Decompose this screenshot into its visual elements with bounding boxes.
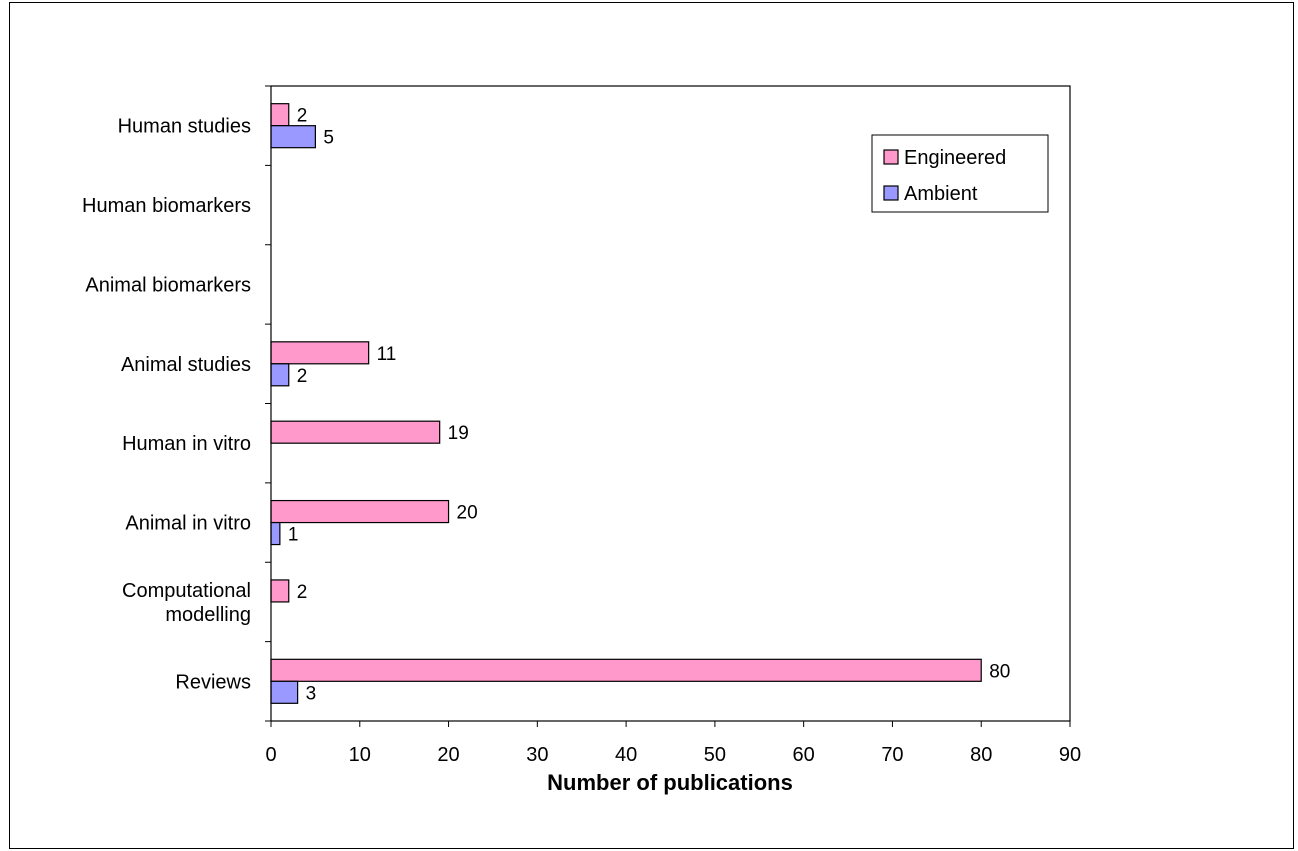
x-tick-label: 30 <box>526 744 548 766</box>
data-label-engineered: 2 <box>297 582 308 603</box>
category-label-line: modelling <box>165 604 251 626</box>
x-tick-label: 50 <box>704 744 726 766</box>
category-label-line: Human in vitro <box>122 433 251 455</box>
bar-ambient <box>270 680 299 704</box>
category-label-line: Animal studies <box>121 354 251 376</box>
category-label: Animal biomarkers <box>85 274 251 296</box>
category-ticks <box>265 85 271 722</box>
bar-ambient <box>270 521 281 546</box>
x-tick-labels: 0 10 20 30 40 50 60 70 80 90 <box>265 744 1081 766</box>
bar-engineered <box>270 341 370 365</box>
data-label-ambient: 1 <box>288 525 299 546</box>
bar-engineered <box>270 499 450 524</box>
bar-engineered <box>270 658 982 682</box>
category-label-line: Human studies <box>118 116 251 138</box>
data-label-engineered: 20 <box>457 503 478 524</box>
x-tick-label: 10 <box>349 744 371 766</box>
x-axis-ticks <box>270 721 1071 727</box>
bar-engineered <box>270 420 441 444</box>
legend-box <box>871 134 1049 213</box>
data-label-ambient: 5 <box>323 128 334 149</box>
x-tick-label: 90 <box>1059 744 1081 766</box>
legend-swatch-ambient <box>883 185 899 201</box>
category-label: Reviews <box>175 671 251 693</box>
category-label: Human biomarkers <box>82 195 251 217</box>
data-label-engineered: 19 <box>448 423 469 444</box>
bar-ambient <box>270 125 316 149</box>
data-label-ambient: 3 <box>306 683 317 704</box>
x-tick-label: 60 <box>793 744 815 766</box>
x-tick-label: 20 <box>437 744 459 766</box>
data-label-engineered: 2 <box>297 106 308 127</box>
bar-engineered <box>270 103 290 127</box>
category-label-line: Human biomarkers <box>82 195 251 217</box>
legend-label-engineered: Engineered <box>904 147 1006 169</box>
legend-swatch-engineered <box>883 149 899 165</box>
x-tick-label: 40 <box>615 744 637 766</box>
category-label-line: Reviews <box>175 671 251 693</box>
bar-engineered <box>270 579 290 603</box>
category-label-line: Animal biomarkers <box>85 274 251 296</box>
category-label: Animal in vitro <box>125 513 251 535</box>
category-label: Human studies <box>118 116 251 138</box>
x-tick-label: 70 <box>881 744 903 766</box>
chart-frame <box>9 2 1294 849</box>
data-label-engineered: 11 <box>377 344 397 365</box>
category-label: Computational modelling <box>122 580 251 626</box>
legend-label-ambient: Ambient <box>904 183 978 205</box>
data-label-ambient: 2 <box>297 366 308 387</box>
category-label: Human in vitro <box>122 433 251 455</box>
category-labels: Human studies Human biomarkers Animal biom… <box>82 116 251 694</box>
legend: Engineered Ambient <box>871 134 1049 213</box>
category-label-line: Computational <box>122 580 251 602</box>
x-axis-title: Number of publications <box>547 770 793 795</box>
x-tick-label: 0 <box>265 744 276 766</box>
bar-ambient <box>270 363 290 387</box>
x-tick-label: 80 <box>970 744 992 766</box>
data-label-engineered: 80 <box>989 661 1010 682</box>
category-label: Animal studies <box>121 354 251 376</box>
category-label-line: Animal in vitro <box>125 513 251 535</box>
